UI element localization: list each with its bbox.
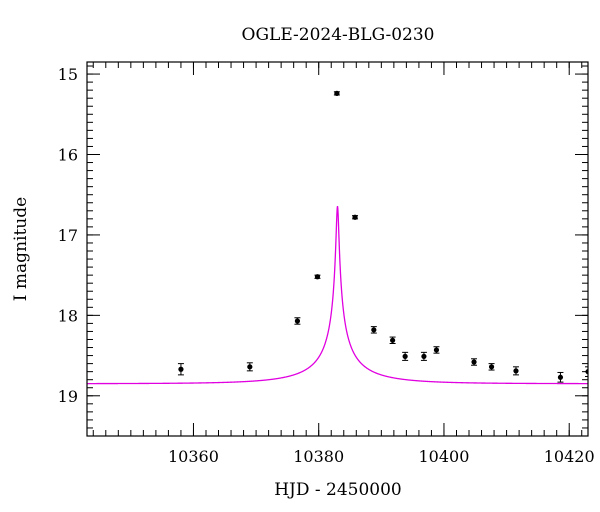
x-tick-label: 10380 xyxy=(293,447,344,466)
y-tick-label: 18 xyxy=(58,306,78,325)
chart-title: OGLE-2024-BLG-0230 xyxy=(242,25,435,45)
axis-ticks xyxy=(87,62,588,437)
y-tick-label: 17 xyxy=(58,226,78,245)
data-point xyxy=(333,90,340,96)
data-point xyxy=(512,366,519,376)
y-axis-label: I magnitude xyxy=(11,197,31,301)
data-point xyxy=(314,274,321,280)
x-tick-label: 10360 xyxy=(168,447,219,466)
data-point xyxy=(471,358,478,366)
data-point xyxy=(402,351,409,361)
x-tick-label: 10400 xyxy=(419,447,470,466)
data-point xyxy=(177,363,184,376)
y-tick-label: 15 xyxy=(58,65,78,84)
x-tick-label: 10420 xyxy=(544,447,595,466)
data-points xyxy=(177,90,588,383)
data-point xyxy=(433,346,440,354)
data-point xyxy=(352,214,359,220)
data-point xyxy=(246,362,253,372)
data-point xyxy=(294,317,301,325)
data-point xyxy=(370,326,377,334)
y-tick-label: 16 xyxy=(58,145,78,164)
plot-frame xyxy=(86,61,589,437)
y-tick-label: 19 xyxy=(58,387,78,406)
data-point xyxy=(488,363,495,371)
data-point xyxy=(585,366,588,377)
data-point xyxy=(389,336,396,345)
data-point xyxy=(420,351,427,361)
tick-labels: 10360 10380 10400 10420 15 16 17 18 19 xyxy=(58,65,595,466)
x-axis-label: HJD - 2450000 xyxy=(274,480,402,500)
data-point xyxy=(557,371,564,383)
model-curve xyxy=(87,206,588,385)
